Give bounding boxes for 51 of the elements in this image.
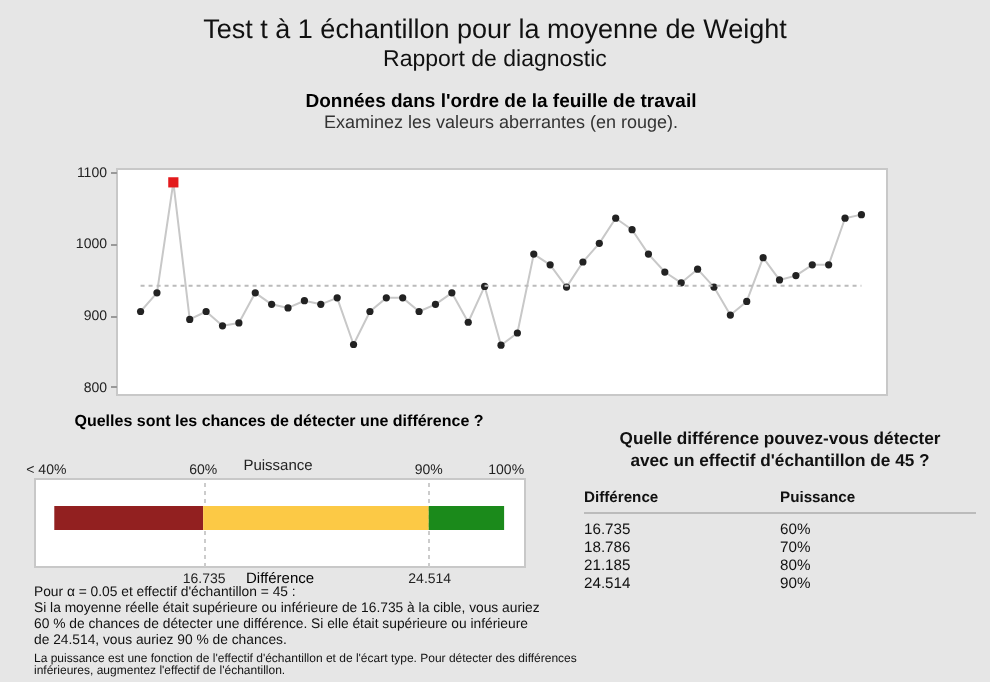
point [808,261,816,269]
bar [428,506,505,530]
point [251,289,259,297]
point [579,258,587,266]
point [546,261,554,269]
point [775,276,784,284]
point [431,300,440,308]
point [726,311,734,319]
point [644,250,653,258]
point [825,261,833,269]
point [415,307,423,316]
point [677,279,685,287]
point [530,250,538,258]
point [841,214,849,222]
point [168,177,179,188]
point [317,300,325,308]
text: Rapport de diagnostic [381,46,609,76]
point [235,319,243,327]
point [202,307,210,316]
point [153,289,161,297]
point [759,254,767,262]
bar [203,506,429,530]
text: Quelle différence pouvez-vous détecter avec un effectif d'échantillon de 45 ? [617,428,943,472]
point [300,297,309,305]
point [792,272,800,280]
chart-title: Données dans l'ordre de la feuille de travail [305,90,697,113]
point [661,268,669,276]
point [382,294,390,302]
point [743,297,751,306]
point [284,304,292,312]
point [268,300,276,308]
point [857,211,866,219]
point [513,329,521,337]
point [366,307,374,316]
chart-title: Quelles sont les chances de détecter une différence ? [74,412,484,430]
point [628,226,636,234]
point [218,322,227,330]
point [464,318,472,326]
point [595,239,603,247]
point [333,294,341,302]
point [612,214,620,222]
chart-subtitle: Examinez les valeurs aberrantes (en rouge). [323,111,679,132]
point [693,265,702,273]
bar [54,506,204,530]
text: Test t à 1 échantillon pour la moyenne de Weight [201,12,789,46]
point [497,341,505,349]
point [399,294,407,302]
point [136,307,145,316]
point [448,289,456,297]
point [349,340,358,349]
point [186,315,194,323]
